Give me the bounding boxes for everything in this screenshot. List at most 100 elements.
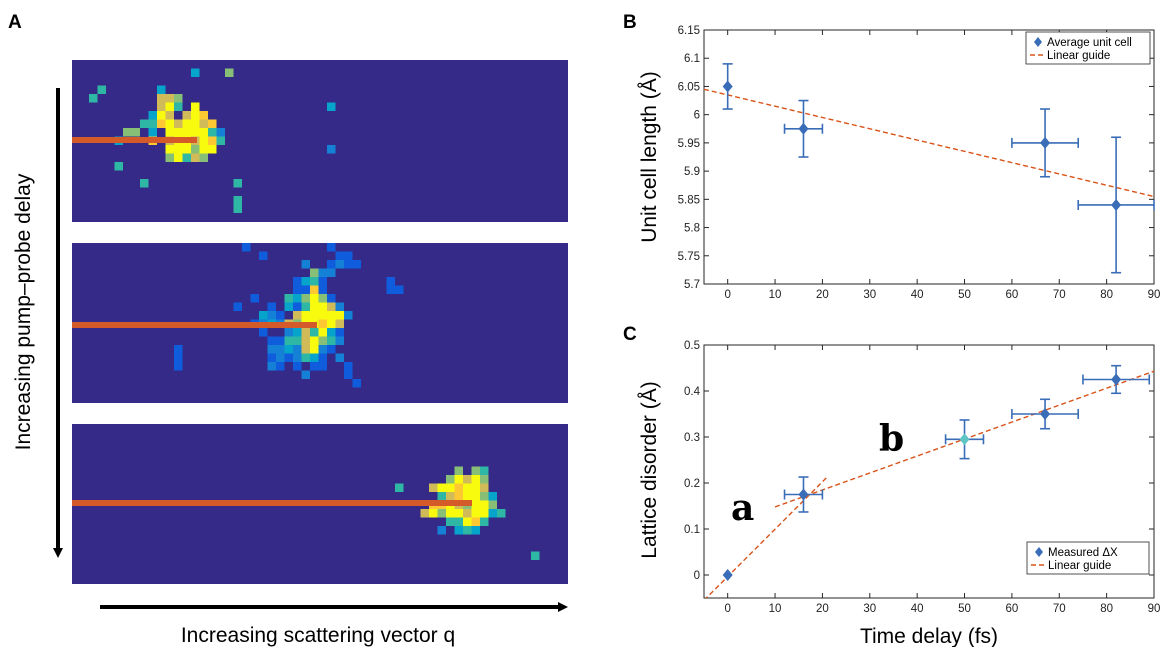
heatmap-cell — [182, 119, 191, 128]
heatmap-cell — [123, 128, 132, 137]
heatmap-cell — [446, 483, 455, 492]
legend-entry: Linear guide — [1047, 50, 1110, 62]
heatmap-cell — [157, 94, 166, 103]
panel-b-letter: B — [623, 12, 637, 33]
heatmap-cell — [471, 509, 480, 518]
heatmap-cell — [267, 311, 276, 320]
heatmap-cell — [284, 336, 293, 345]
x-tick-label: 0 — [724, 603, 730, 615]
heatmap-cell — [335, 260, 344, 269]
x-tick-label: 20 — [816, 289, 829, 301]
heatmap-cell — [233, 302, 242, 311]
panel-c-letter: C — [623, 324, 637, 345]
heatmap-cell — [318, 268, 327, 277]
heatmap-cell — [480, 517, 489, 526]
heatmap-cell — [199, 145, 208, 154]
heatmap-cell — [165, 94, 174, 103]
heatmap-cell — [301, 336, 310, 345]
heatmap-cell — [327, 260, 336, 269]
legend-marker-icon — [1034, 37, 1042, 47]
y-tick-label: 6.05 — [678, 81, 700, 93]
heatmap-cell — [327, 102, 336, 111]
heatmap-cell — [140, 119, 149, 128]
y-tick-label: 6.15 — [678, 25, 700, 37]
heatmap-cell — [344, 260, 353, 269]
heatmap-cell — [259, 311, 268, 320]
heatmap-cell — [191, 111, 200, 120]
legend-marker-icon — [1035, 547, 1043, 557]
heatmap-cell — [233, 204, 242, 213]
heatmap-cell — [310, 277, 319, 286]
heatmap-cell — [480, 475, 489, 484]
heatmap-cell — [446, 475, 455, 484]
heatmap-cell — [174, 353, 183, 362]
heatmap-cell — [310, 328, 319, 337]
heatmap-cell — [174, 362, 183, 371]
heatmap-cell — [335, 302, 344, 311]
heatmap-cell — [157, 111, 166, 120]
heatmap-cell — [318, 336, 327, 345]
heatmap-cell — [301, 302, 310, 311]
heatmap-cell — [310, 311, 319, 320]
heatmap-cell — [318, 353, 327, 362]
x-tick-label: 50 — [958, 603, 971, 615]
heatmap-cell — [301, 370, 310, 379]
heatmap-cell — [284, 353, 293, 362]
y-tick-label: 6.1 — [684, 53, 700, 65]
y-tick-label: 5.7 — [684, 279, 700, 291]
data-point-marker — [798, 122, 809, 135]
heatmap-cell — [471, 500, 480, 509]
heatmap-cell — [267, 345, 276, 354]
heatmap-cell — [293, 345, 302, 354]
heatmap-cell — [165, 119, 174, 128]
heatmap-cell — [208, 119, 217, 128]
heatmap-cell — [199, 136, 208, 145]
heatmap-ylabel: Increasing pump–probe delay — [12, 173, 35, 450]
x-tick-label: 80 — [1100, 289, 1113, 301]
linear-guide-line — [705, 476, 828, 598]
heatmap-cell — [293, 294, 302, 303]
x-tick-label: 90 — [1148, 289, 1160, 301]
heatmap-cell — [327, 294, 336, 303]
heatmap-cell — [318, 302, 327, 311]
heatmap-cell — [344, 311, 353, 320]
heatmap-cell — [191, 68, 200, 77]
heatmap-cell — [480, 492, 489, 501]
chart-unit-cell: 0 10 20 30 40 50 60 70 80 90 5.7 5.75 5.8 5.85 5.9 5.95… — [678, 25, 1160, 301]
y-tick-label: 0 — [694, 570, 700, 582]
heatmap-cell — [284, 302, 293, 311]
heatmap-cell — [148, 128, 157, 137]
heatmap-cell — [276, 353, 285, 362]
heatmap-cell — [310, 268, 319, 277]
heatmap-cell — [267, 353, 276, 362]
x-tick-label: 40 — [911, 603, 924, 615]
x-tick-label: 70 — [1053, 603, 1066, 615]
legend-entry: Measured ΔX — [1048, 547, 1118, 559]
streak-bar-1 — [72, 137, 197, 143]
heatmap-cell — [216, 128, 225, 137]
x-tick-label: 30 — [863, 289, 876, 301]
heatmap-cell — [233, 196, 242, 205]
heatmap-cell — [335, 353, 344, 362]
heatmap-cell — [293, 353, 302, 362]
heatmap-cell — [191, 119, 200, 128]
data-point-marker — [959, 433, 970, 446]
heatmap-cell — [463, 509, 472, 518]
heatmap-cell — [131, 128, 140, 137]
heatmap-cell — [250, 294, 259, 303]
x-tick-label: 10 — [769, 603, 782, 615]
heatmap-cell — [284, 328, 293, 337]
heatmap-cell — [395, 285, 404, 294]
legend-box — [1025, 31, 1151, 65]
heatmap-cell — [242, 243, 251, 252]
heatmap-cell — [157, 102, 166, 111]
heatmap-cell — [114, 162, 123, 171]
x-tick-label: 10 — [769, 289, 782, 301]
heatmap-cell — [446, 517, 455, 526]
heatmap-cell — [165, 145, 174, 154]
heatmap-cell — [165, 111, 174, 120]
heatmap-cell — [301, 294, 310, 303]
heatmap-cell — [208, 136, 217, 145]
x-tick-label: 70 — [1053, 289, 1066, 301]
heatmap-cell — [335, 251, 344, 260]
